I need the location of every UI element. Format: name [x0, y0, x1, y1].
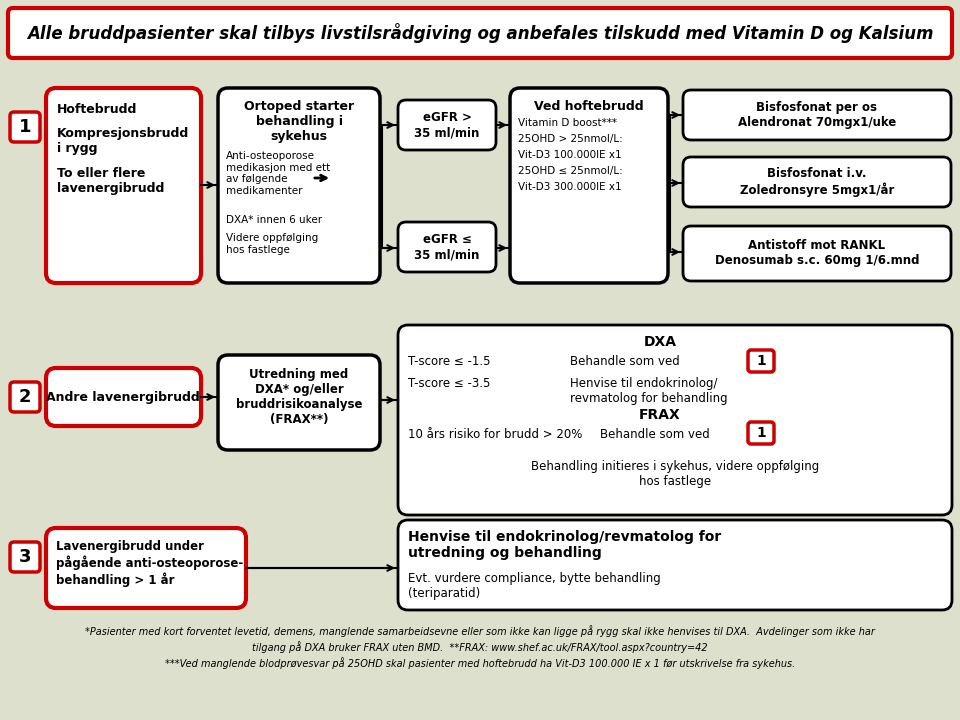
Text: *Pasienter med kort forventet levetid, demens, manglende samarbeidsevne eller so: *Pasienter med kort forventet levetid, d… — [85, 625, 875, 637]
Text: eGFR ≤
35 ml/min: eGFR ≤ 35 ml/min — [415, 233, 480, 261]
FancyBboxPatch shape — [46, 368, 201, 426]
Text: Alle bruddpasienter skal tilbys livstilsrådgiving og anbefales tilskudd med Vita: Alle bruddpasienter skal tilbys livstils… — [27, 23, 933, 43]
Text: Vitamin D boost***: Vitamin D boost*** — [518, 118, 617, 128]
FancyBboxPatch shape — [398, 520, 952, 610]
Text: 3: 3 — [19, 548, 32, 566]
Text: Ved hoftebrudd: Ved hoftebrudd — [534, 100, 644, 113]
Text: 25OHD > 25nmol/L:: 25OHD > 25nmol/L: — [518, 134, 623, 144]
FancyBboxPatch shape — [398, 100, 496, 150]
Text: Evt. vurdere compliance, bytte behandling
(teriparatid): Evt. vurdere compliance, bytte behandlin… — [408, 572, 660, 600]
Text: Vit-D3 300.000IE x1: Vit-D3 300.000IE x1 — [518, 182, 622, 192]
FancyBboxPatch shape — [510, 88, 668, 283]
Text: Henvise til endokrinolog/revmatolog for
utredning og behandling: Henvise til endokrinolog/revmatolog for … — [408, 530, 721, 560]
Text: Bisfosfonat per os
Alendronat 70mgx1/uke: Bisfosfonat per os Alendronat 70mgx1/uke — [738, 101, 896, 129]
Text: 1: 1 — [756, 354, 766, 368]
Text: 1: 1 — [19, 118, 32, 136]
Text: Hoftebrudd: Hoftebrudd — [57, 103, 137, 116]
FancyBboxPatch shape — [748, 422, 774, 444]
Text: DXA: DXA — [643, 335, 677, 349]
FancyBboxPatch shape — [10, 382, 40, 412]
Text: Antistoff mot RANKL
Denosumab s.c. 60mg 1/6.mnd: Antistoff mot RANKL Denosumab s.c. 60mg … — [715, 239, 920, 267]
FancyBboxPatch shape — [683, 90, 951, 140]
Text: Utredning med
DXA* og/eller
bruddrisikoanalyse
(FRAX**): Utredning med DXA* og/eller bruddrisikoa… — [236, 368, 362, 426]
FancyBboxPatch shape — [218, 355, 380, 450]
Text: T-score ≤ -1.5: T-score ≤ -1.5 — [408, 355, 491, 368]
Text: Henvise til endokrinolog/
revmatolog for behandling: Henvise til endokrinolog/ revmatolog for… — [570, 377, 728, 405]
Text: 1: 1 — [756, 426, 766, 440]
FancyBboxPatch shape — [46, 528, 246, 608]
FancyBboxPatch shape — [683, 157, 951, 207]
Text: FRAX: FRAX — [639, 408, 681, 422]
Text: eGFR >
35 ml/min: eGFR > 35 ml/min — [415, 111, 480, 139]
FancyBboxPatch shape — [748, 350, 774, 372]
FancyBboxPatch shape — [398, 325, 952, 515]
FancyBboxPatch shape — [10, 542, 40, 572]
FancyBboxPatch shape — [46, 88, 201, 283]
Text: Ortoped starter
behandling i
sykehus: Ortoped starter behandling i sykehus — [244, 100, 354, 143]
FancyBboxPatch shape — [398, 222, 496, 272]
Text: Videre oppfølging
hos fastlege: Videre oppfølging hos fastlege — [226, 233, 319, 255]
Text: Kompresjonsbrudd
i rygg: Kompresjonsbrudd i rygg — [57, 127, 189, 155]
Text: Anti-osteoporose
medikasjon med ett
av følgende
medikamenter: Anti-osteoporose medikasjon med ett av f… — [226, 151, 330, 196]
FancyBboxPatch shape — [683, 226, 951, 281]
Text: 25OHD ≤ 25nmol/L:: 25OHD ≤ 25nmol/L: — [518, 166, 623, 176]
Text: ***Ved manglende blodprøvesvar på 25OHD skal pasienter med hoftebrudd ha Vit-D3 : ***Ved manglende blodprøvesvar på 25OHD … — [165, 657, 795, 669]
Text: Behandle som ved: Behandle som ved — [570, 355, 680, 368]
FancyBboxPatch shape — [218, 88, 380, 283]
Text: 2: 2 — [19, 388, 32, 406]
Text: DXA* innen 6 uker: DXA* innen 6 uker — [226, 215, 323, 225]
FancyBboxPatch shape — [10, 112, 40, 142]
Text: Lavenergibrudd under
pågående anti-osteoporose-
behandling > 1 år: Lavenergibrudd under pågående anti-osteo… — [56, 540, 243, 587]
Text: Behandle som ved: Behandle som ved — [600, 428, 709, 441]
Text: tilgang på DXA bruker FRAX uten BMD.  **FRAX: www.shef.ac.uk/FRAX/tool.aspx?coun: tilgang på DXA bruker FRAX uten BMD. **F… — [252, 641, 708, 653]
FancyBboxPatch shape — [8, 8, 952, 58]
Text: Behandling initieres i sykehus, videre oppfølging
hos fastlege: Behandling initieres i sykehus, videre o… — [531, 460, 819, 488]
Text: Vit-D3 100.000IE x1: Vit-D3 100.000IE x1 — [518, 150, 622, 160]
Text: Bisfosfonat i.v.
Zoledronsyre 5mgx1/år: Bisfosfonat i.v. Zoledronsyre 5mgx1/år — [740, 167, 894, 197]
Text: Andre lavenergibrudd: Andre lavenergibrudd — [46, 390, 200, 403]
Text: 10 års risiko for brudd > 20%: 10 års risiko for brudd > 20% — [408, 428, 583, 441]
Text: To eller flere
lavenergibrudd: To eller flere lavenergibrudd — [57, 167, 164, 195]
Text: T-score ≤ -3.5: T-score ≤ -3.5 — [408, 377, 491, 390]
